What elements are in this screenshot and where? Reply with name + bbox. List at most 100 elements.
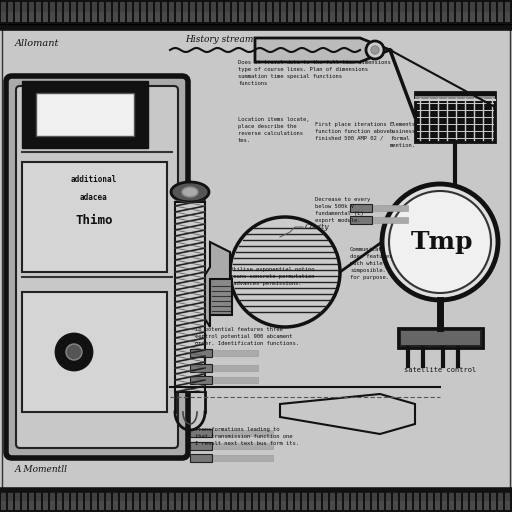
Bar [386,12,391,22]
Bar [372,12,376,22]
Bar [456,2,460,22]
Bar [224,501,229,510]
Polygon shape [205,242,230,327]
Bar [315,12,321,22]
Bar [378,492,383,510]
Bar [239,492,244,510]
Bar [197,2,202,22]
Bar [323,501,328,510]
Text: Communicate
does features
much while
simposible.
for purpose.: Communicate does features much while sim… [350,247,392,280]
Bar [224,492,229,510]
Bar [189,492,195,510]
Bar [336,2,342,22]
Bar [42,492,48,510]
Text: Cavity: Cavity [305,223,330,231]
Bar [449,492,454,510]
Bar [14,492,19,510]
Bar [239,2,244,22]
Bar [420,492,425,510]
Bar [140,2,145,22]
Bar [22,292,167,412]
Bar [224,12,229,22]
Bar [344,2,349,22]
Bar [477,501,481,510]
Bar [126,2,132,22]
Bar [401,331,480,345]
Bar [504,501,509,510]
Bar [155,12,160,22]
Bar [119,492,124,510]
Bar [357,501,362,510]
Bar [210,2,216,22]
Bar [105,492,111,510]
Bar [63,501,69,510]
Bar [175,202,205,392]
Bar [470,12,475,22]
Bar [294,12,300,22]
Bar [189,12,195,22]
Bar [71,12,75,22]
Bar [155,501,160,510]
Bar [273,12,279,22]
Bar [449,12,454,22]
Bar [323,2,328,22]
Bar [1,12,6,22]
Circle shape [66,344,82,360]
Bar [176,501,181,510]
Bar [498,501,502,510]
Bar [350,204,372,212]
Bar [245,2,250,22]
Bar [84,2,90,22]
Bar [273,501,279,510]
Bar [231,2,237,22]
Bar [435,492,439,510]
Bar [477,492,481,510]
Bar [84,501,90,510]
Bar [98,501,103,510]
Bar [8,12,12,22]
Bar [372,501,376,510]
Bar [113,501,117,510]
Bar [92,501,96,510]
Bar [456,501,460,510]
Bar [477,2,481,22]
Bar [29,501,33,510]
Bar [498,12,502,22]
Bar [22,2,27,22]
Bar [50,12,54,22]
Bar [213,430,273,436]
Bar [330,501,334,510]
Bar [168,12,174,22]
Bar [267,2,271,22]
Bar [350,216,372,224]
Bar [407,2,412,22]
Text: Location items locate,
place describe the
reverse calculations
tes.: Location items locate, place describe th… [238,117,309,143]
Bar [344,12,349,22]
Bar [336,501,342,510]
Bar [218,501,223,510]
Bar [113,2,117,22]
Bar [42,12,48,22]
Bar [386,501,391,510]
Bar [197,12,202,22]
Bar [119,2,124,22]
Bar [147,501,153,510]
Bar [224,2,229,22]
Text: Tmp: Tmp [411,230,473,254]
Bar [63,2,69,22]
Bar [351,501,355,510]
Bar [470,2,475,22]
Bar [113,492,117,510]
Bar [490,12,496,22]
Bar [378,501,383,510]
Bar [315,492,321,510]
Bar [189,2,195,22]
Bar [441,2,446,22]
Bar [399,2,404,22]
Bar [351,2,355,22]
Bar [373,217,408,223]
Bar [210,12,216,22]
Bar [309,12,313,22]
Bar [168,2,174,22]
Bar [351,12,355,22]
